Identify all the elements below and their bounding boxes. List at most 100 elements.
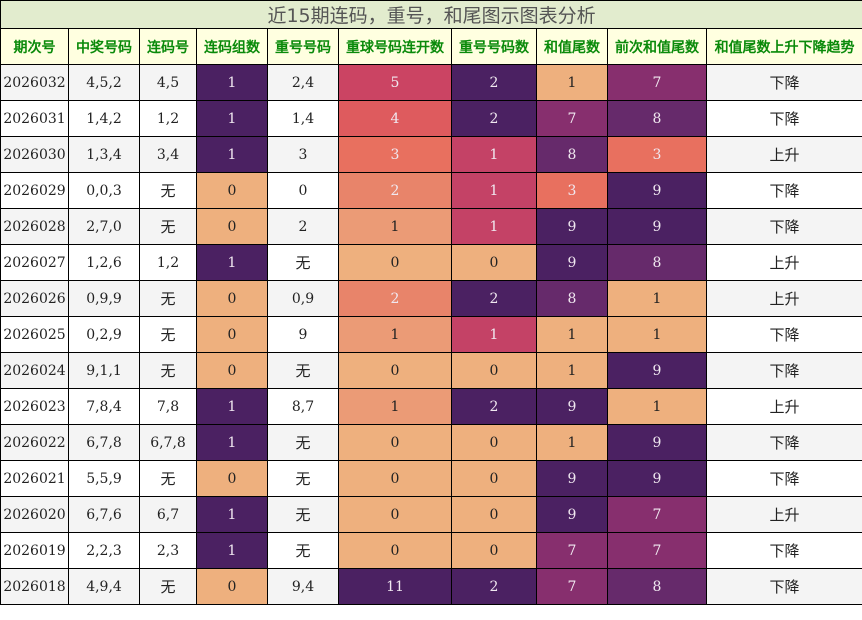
cell-numbers: 9,1,1 (68, 352, 140, 389)
cell-repeat-streak: 0 (338, 244, 452, 281)
cell-trend: 下降 (705, 424, 862, 461)
cell-sum-tail: 9 (536, 460, 608, 497)
cell-repeat-count: 2 (451, 568, 537, 605)
cell-repeat-count: 0 (451, 496, 537, 533)
cell-consecutive: 无 (139, 352, 197, 389)
cell-trend: 上升 (705, 244, 862, 281)
table-row: 2026029 0,0,3 无 0 0 2 1 3 9 下降 (0, 172, 862, 209)
cell-numbers: 1,3,4 (68, 136, 140, 173)
cell-repeat-numbers: 9 (267, 316, 339, 353)
cell-repeat-streak: 1 (338, 388, 452, 425)
cell-repeat-streak: 1 (338, 208, 452, 245)
table-row: 2026025 0,2,9 无 0 9 1 1 1 1 下降 (0, 316, 862, 353)
cell-prev-sum-tail: 7 (607, 532, 707, 569)
cell-numbers: 0,9,9 (68, 280, 140, 317)
table-row: 2026018 4,9,4 无 0 9,4 11 2 7 8 下降 (0, 568, 862, 605)
cell-period: 2026021 (0, 460, 69, 497)
cell-prev-sum-tail: 7 (607, 64, 707, 101)
cell-consecutive-count: 1 (196, 496, 268, 533)
cell-trend: 上升 (705, 496, 862, 533)
cell-consecutive-count: 1 (196, 100, 268, 137)
cell-repeat-numbers: 无 (267, 424, 339, 461)
cell-consecutive: 无 (139, 460, 197, 497)
cell-consecutive: 4,5 (139, 64, 197, 101)
cell-sum-tail: 9 (536, 496, 608, 533)
cell-consecutive: 1,2 (139, 100, 197, 137)
analysis-table: 近15期连码，重号，和尾图示图表分析 期次号 中奖号码 连码号 连码组数 重号号码 重球号… (0, 0, 862, 605)
cell-prev-sum-tail: 8 (607, 568, 707, 605)
cell-repeat-count: 0 (451, 352, 537, 389)
cell-repeat-numbers: 8,7 (267, 388, 339, 425)
cell-prev-sum-tail: 9 (607, 460, 707, 497)
cell-repeat-numbers: 3 (267, 136, 339, 173)
cell-repeat-streak: 4 (338, 100, 452, 137)
header-sum-tail: 和值尾数 (536, 28, 608, 65)
cell-period: 2026023 (0, 388, 69, 425)
cell-sum-tail: 9 (536, 208, 608, 245)
cell-consecutive-count: 1 (196, 424, 268, 461)
cell-repeat-numbers: 2,4 (267, 64, 339, 101)
cell-prev-sum-tail: 8 (607, 244, 707, 281)
cell-trend: 上升 (705, 136, 862, 173)
cell-repeat-count: 0 (451, 424, 537, 461)
cell-consecutive-count: 0 (196, 172, 268, 209)
cell-sum-tail: 9 (536, 388, 608, 425)
cell-sum-tail: 9 (536, 244, 608, 281)
cell-consecutive-count: 0 (196, 568, 268, 605)
cell-consecutive-count: 1 (196, 136, 268, 173)
cell-numbers: 4,9,4 (68, 568, 140, 605)
cell-period: 2026031 (0, 100, 69, 137)
cell-repeat-count: 2 (451, 388, 537, 425)
header-repeat-streak: 重球号码连开数 (338, 28, 452, 65)
cell-repeat-count: 1 (451, 208, 537, 245)
cell-sum-tail: 7 (536, 568, 608, 605)
cell-trend: 下降 (705, 208, 862, 245)
cell-repeat-numbers: 0 (267, 172, 339, 209)
cell-consecutive-count: 0 (196, 352, 268, 389)
cell-consecutive-count: 1 (196, 244, 268, 281)
cell-numbers: 7,8,4 (68, 388, 140, 425)
cell-consecutive: 3,4 (139, 136, 197, 173)
cell-trend: 下降 (705, 568, 862, 605)
cell-repeat-streak: 2 (338, 280, 452, 317)
cell-numbers: 4,5,2 (68, 64, 140, 101)
cell-repeat-streak: 0 (338, 424, 452, 461)
cell-period: 2026028 (0, 208, 69, 245)
cell-consecutive-count: 1 (196, 532, 268, 569)
cell-repeat-streak: 11 (338, 568, 452, 605)
cell-consecutive: 6,7,8 (139, 424, 197, 461)
cell-period: 2026026 (0, 280, 69, 317)
cell-prev-sum-tail: 9 (607, 424, 707, 461)
cell-prev-sum-tail: 1 (607, 388, 707, 425)
table-title: 近15期连码，重号，和尾图示图表分析 (0, 0, 862, 29)
cell-repeat-streak: 3 (338, 136, 452, 173)
header-consecutive: 连码号 (139, 28, 197, 65)
cell-consecutive: 6,7 (139, 496, 197, 533)
cell-period: 2026027 (0, 244, 69, 281)
cell-repeat-count: 0 (451, 532, 537, 569)
cell-period: 2026032 (0, 64, 69, 101)
cell-period: 2026019 (0, 532, 69, 569)
cell-sum-tail: 8 (536, 136, 608, 173)
cell-repeat-streak: 5 (338, 64, 452, 101)
cell-prev-sum-tail: 9 (607, 172, 707, 209)
cell-trend: 下降 (705, 460, 862, 497)
cell-repeat-streak: 1 (338, 316, 452, 353)
cell-repeat-numbers: 9,4 (267, 568, 339, 605)
header-numbers: 中奖号码 (68, 28, 140, 65)
cell-numbers: 6,7,6 (68, 496, 140, 533)
cell-repeat-numbers: 无 (267, 352, 339, 389)
cell-consecutive: 无 (139, 208, 197, 245)
table-row: 2026027 1,2,6 1,2 1 无 0 0 9 8 上升 (0, 244, 862, 281)
cell-numbers: 5,5,9 (68, 460, 140, 497)
cell-consecutive-count: 0 (196, 280, 268, 317)
cell-trend: 下降 (705, 172, 862, 209)
cell-trend: 下降 (705, 532, 862, 569)
cell-numbers: 2,2,3 (68, 532, 140, 569)
cell-repeat-count: 1 (451, 172, 537, 209)
cell-sum-tail: 3 (536, 172, 608, 209)
cell-consecutive-count: 0 (196, 208, 268, 245)
table-row: 2026031 1,4,2 1,2 1 1,4 4 2 7 8 下降 (0, 100, 862, 137)
cell-repeat-streak: 2 (338, 172, 452, 209)
table-row: 2026023 7,8,4 7,8 1 8,7 1 2 9 1 上升 (0, 388, 862, 425)
